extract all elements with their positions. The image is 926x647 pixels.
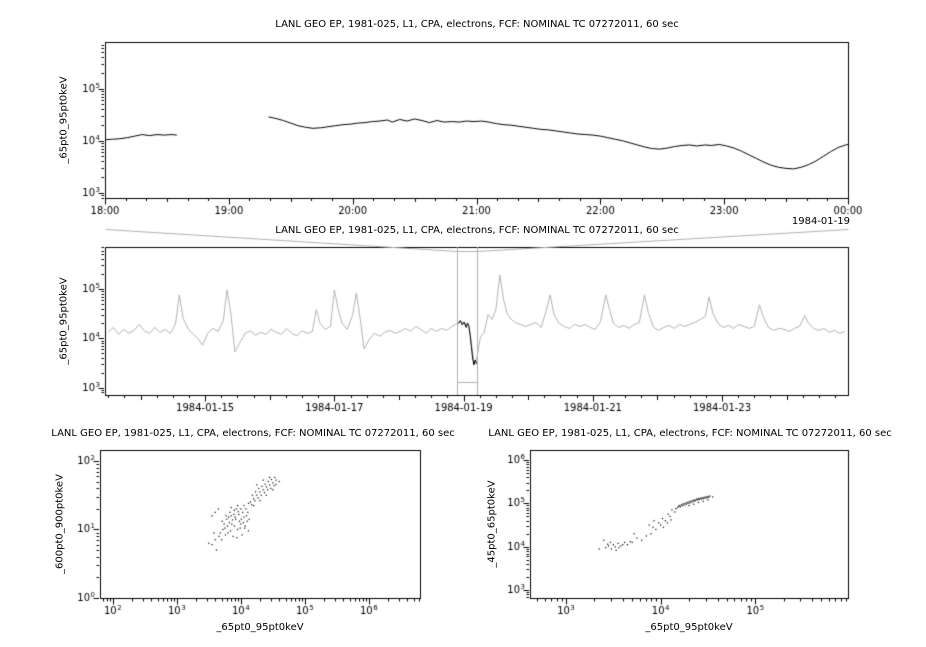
panel1-context-date-label: 1984-01-19	[791, 216, 850, 227]
panel2-y-axis-label: _65pt0_95pt0keV	[58, 277, 70, 365]
panel1-y-axis-label: _65pt0_95pt0keV	[58, 76, 70, 164]
panel3-x-axis-label: _65pt0_95pt0keV	[216, 622, 304, 633]
panel2-title: LANL GEO EP, 1981-025, L1, CPA, electron…	[275, 225, 679, 236]
panel4-y-axis-label: _45pt0_65pt0keV	[486, 480, 498, 568]
panel4-x-axis-label: _65pt0_95pt0keV	[645, 622, 733, 633]
panel1-title: LANL GEO EP, 1981-025, L1, CPA, electron…	[275, 19, 679, 30]
panel3-title: LANL GEO EP, 1981-025, L1, CPA, electron…	[51, 428, 455, 439]
panel4-title: LANL GEO EP, 1981-025, L1, CPA, electron…	[488, 428, 892, 439]
panel3-y-axis-label: _600pt0_900pt0keV	[54, 474, 66, 574]
